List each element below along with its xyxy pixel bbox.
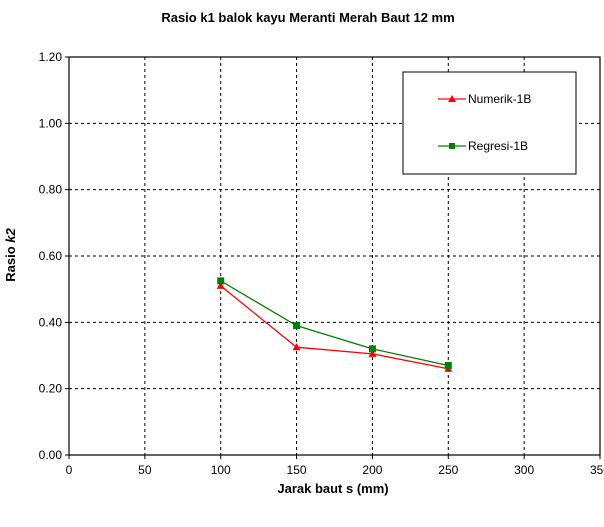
data-point-triangle — [216, 281, 225, 289]
x-tick-label: 50 — [138, 463, 152, 477]
x-tick-label: 200 — [362, 463, 382, 477]
y-tick-label: 0.40 — [39, 315, 63, 329]
series-regresi-1b — [217, 277, 452, 369]
y-tick-label: 1.20 — [39, 50, 63, 64]
y-axis-title: Rasio k2 — [3, 227, 18, 281]
series-line — [220, 280, 449, 367]
y-tick-label: 0.80 — [39, 183, 63, 197]
x-tick-label: 0 — [66, 463, 73, 477]
y-tick-label: 0.60 — [39, 249, 63, 263]
series-layer — [216, 277, 453, 372]
axis-ticks: 0 50 100 150 200 250 300 350 0.00 0.20 0.40 0.60 0.8… — [39, 50, 604, 477]
x-tick-label: 350 — [590, 463, 604, 477]
x-tick-label: 100 — [211, 463, 231, 477]
data-point-square — [293, 322, 301, 330]
data-point-square — [368, 345, 376, 353]
data-point-triangle — [368, 349, 377, 357]
legend: Numerik-1B Regresi-1B — [402, 71, 577, 175]
legend-label-numerik: Numerik-1B — [468, 92, 531, 106]
x-tick-label: 150 — [287, 463, 307, 477]
legend-marker-square — [449, 143, 455, 149]
legend-label-regresi: Regresi-1B — [468, 139, 528, 153]
legend-entry-regresi: Regresi-1B — [438, 139, 528, 153]
x-axis-title: Jarak baut s (mm) — [277, 481, 388, 496]
y-tick-label: 1.00 — [39, 116, 63, 130]
data-point-triangle — [292, 343, 301, 351]
legend-entry-numerik: Numerik-1B — [438, 92, 531, 106]
x-tick-label: 300 — [514, 463, 534, 477]
chart-title: Rasio k1 balok kayu Meranti Merah Baut 1… — [161, 10, 454, 25]
y-axis-title-prefix: Rasio — [3, 243, 18, 282]
series-line — [220, 285, 449, 370]
legend-box — [402, 71, 577, 175]
y-tick-label: 0.00 — [39, 448, 63, 462]
y-tick-label: 0.20 — [39, 382, 63, 396]
legend-marker-triangle — [448, 95, 456, 102]
x-tick-label: 250 — [438, 463, 458, 477]
y-axis-title-symbol: k2 — [3, 227, 18, 242]
data-point-square — [217, 277, 225, 285]
data-point-square — [444, 361, 452, 369]
